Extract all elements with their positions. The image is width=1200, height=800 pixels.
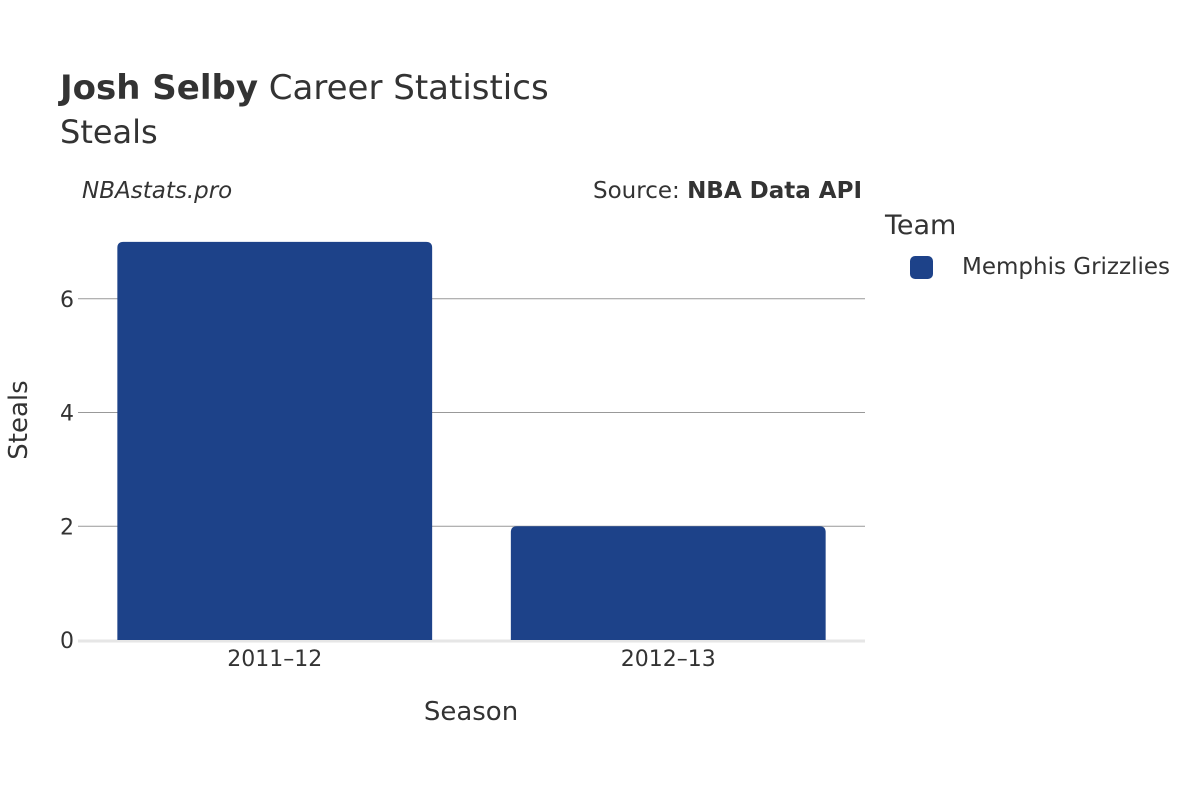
x-tick-label: 2011–12 <box>227 647 322 672</box>
y-tick-label: 2 <box>60 515 74 540</box>
legend-title: Team <box>885 210 957 241</box>
x-tick-labels: 2011–12 2012–13 <box>227 647 715 672</box>
y-axis-label: Steals <box>4 380 34 459</box>
source-credit: Source: NBA Data API <box>593 178 862 204</box>
y-tick-labels: 0 2 4 6 <box>60 288 74 654</box>
bar-2012–13[interactable] <box>510 526 826 640</box>
y-tick-label: 6 <box>60 288 74 313</box>
legend-swatch <box>910 255 933 279</box>
y-tick-label: 0 <box>60 629 74 654</box>
y-tick-label: 4 <box>60 402 74 427</box>
x-tick-label: 2012–13 <box>621 647 716 672</box>
x-axis-label: Season <box>424 697 518 727</box>
bar-2011–12[interactable] <box>117 241 433 640</box>
legend-label: Memphis Grizzlies <box>962 254 1170 280</box>
title-player-name: Josh Selby <box>60 68 258 108</box>
source-name: NBA Data API <box>687 178 862 204</box>
chart-subtitle: Steals <box>60 113 158 151</box>
watermark: NBAstats.pro <box>82 178 233 204</box>
chart-title: Josh Selby Career Statistics <box>60 68 549 108</box>
title-rest: Career Statistics <box>258 68 549 108</box>
source-prefix: Source: <box>593 178 688 204</box>
legend-item-memphis-grizzlies[interactable]: Memphis Grizzlies <box>910 253 1170 281</box>
bars <box>117 241 826 640</box>
